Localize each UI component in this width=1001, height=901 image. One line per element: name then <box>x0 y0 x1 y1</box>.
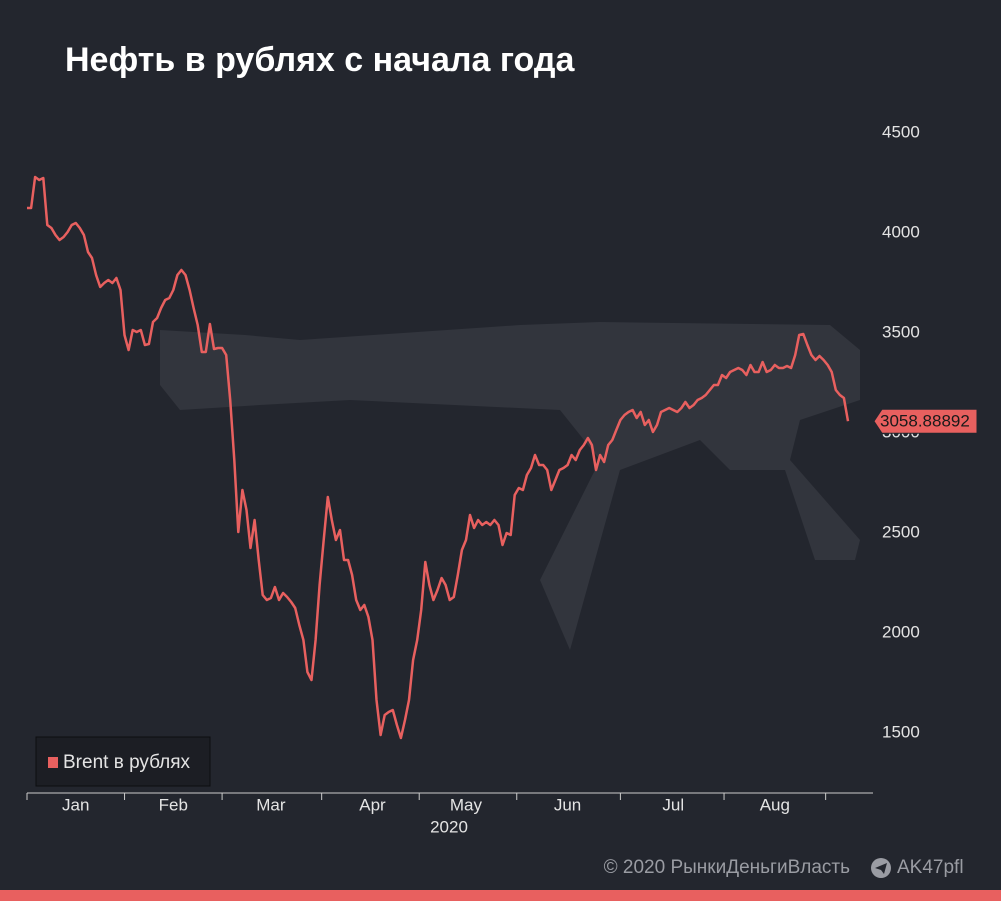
x-tick-label: Jan <box>62 795 89 814</box>
x-tick-label: Apr <box>359 795 386 814</box>
x-tick-label: Aug <box>760 795 790 814</box>
telegram-plane <box>875 863 887 874</box>
y-tick-label: 2500 <box>882 522 920 541</box>
legend-box <box>35 736 211 787</box>
x-tick-label: Jul <box>662 795 684 814</box>
x-tick-label: Mar <box>256 795 286 814</box>
x-axis-label: 2020 <box>430 817 468 836</box>
x-tick-label: Feb <box>159 795 188 814</box>
channel: AK47pfl <box>897 857 964 878</box>
x-tick-label: May <box>450 795 483 814</box>
y-tick-label: 4000 <box>882 222 920 241</box>
y-tick-label: 1500 <box>882 722 920 741</box>
last-value-label: 3058.88892 <box>880 412 970 431</box>
last-value-box <box>873 408 978 434</box>
y-tick-label: 3500 <box>882 322 920 341</box>
y-tick-label: 2000 <box>882 622 920 641</box>
legend-swatch <box>48 757 58 768</box>
copyright: © 2020 РынкиДеньгиВласть <box>604 857 850 878</box>
x-tick-label: Jun <box>554 795 581 814</box>
footer-bar <box>0 890 1001 901</box>
line <box>27 175 850 740</box>
chart-title: Нефть в рублях с начала года <box>65 41 575 79</box>
legend-label: Brent в рублях <box>63 752 191 773</box>
y-tick-label: 4500 <box>882 122 920 141</box>
